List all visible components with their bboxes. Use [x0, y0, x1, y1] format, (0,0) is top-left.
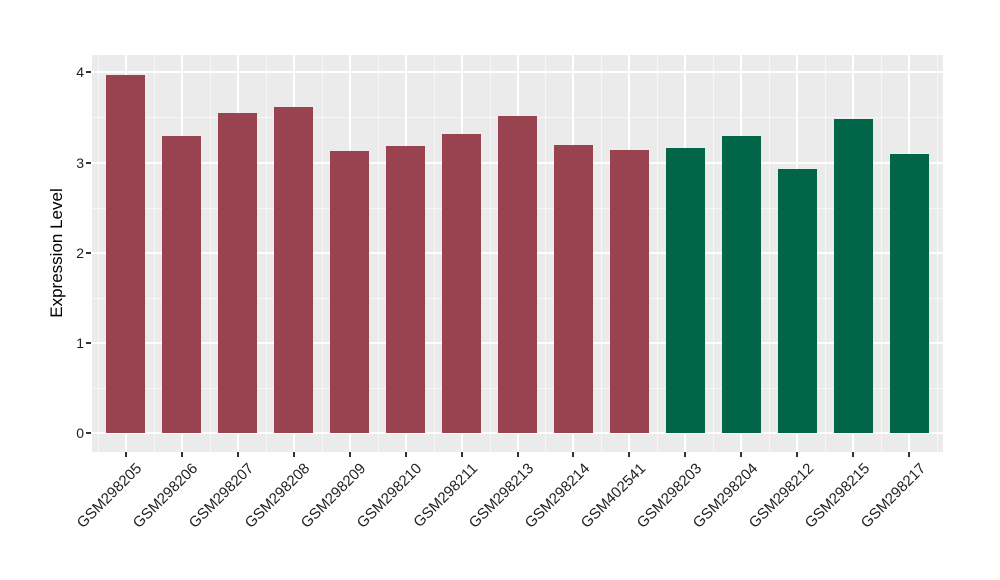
- x-tick-mark: [236, 452, 239, 457]
- bar-GSM298217: [889, 153, 929, 434]
- y-tick-mark: [86, 432, 91, 435]
- x-tick-mark: [628, 452, 631, 457]
- x-tick-mark: [740, 452, 743, 457]
- x-tick-mark: [404, 452, 407, 457]
- bar-GSM298204: [721, 136, 762, 434]
- x-tick-mark: [852, 452, 855, 457]
- bar-GSM298212: [777, 168, 818, 434]
- bar-GSM298207: [217, 112, 258, 434]
- y-tick-label: 0: [76, 425, 84, 442]
- x-tick-mark: [684, 452, 687, 457]
- plot-panel: [92, 55, 943, 452]
- bar-GSM298211: [441, 133, 482, 434]
- x-tick-mark: [292, 452, 295, 457]
- y-tick-label: 4: [76, 64, 84, 81]
- bar-GSM298203: [665, 148, 706, 434]
- y-tick-mark: [86, 342, 91, 345]
- y-tick-label: 3: [76, 154, 84, 171]
- bar-GSM298214: [553, 145, 594, 434]
- bar-GSM402541: [609, 149, 650, 434]
- bar-GSM298208: [273, 106, 314, 434]
- bar-GSM298206: [161, 136, 202, 434]
- y-tick-mark: [86, 71, 91, 74]
- y-tick-label: 1: [76, 335, 84, 352]
- bar-GSM298209: [329, 150, 370, 434]
- x-tick-mark: [516, 452, 519, 457]
- x-tick-mark: [124, 452, 127, 457]
- x-tick-mark: [796, 452, 799, 457]
- bar-GSM298210: [385, 146, 426, 434]
- x-tick-mark: [348, 452, 351, 457]
- y-tick-mark: [86, 161, 91, 164]
- bar-GSM298205: [105, 75, 146, 434]
- bar-GSM298215: [833, 119, 873, 434]
- y-tick-label: 2: [76, 244, 84, 261]
- x-tick-mark: [180, 452, 183, 457]
- bar-GSM298213: [497, 115, 538, 434]
- x-tick-mark: [460, 452, 463, 457]
- y-tick-mark: [86, 251, 91, 254]
- x-tick-mark: [572, 452, 575, 457]
- x-tick-mark: [908, 452, 911, 457]
